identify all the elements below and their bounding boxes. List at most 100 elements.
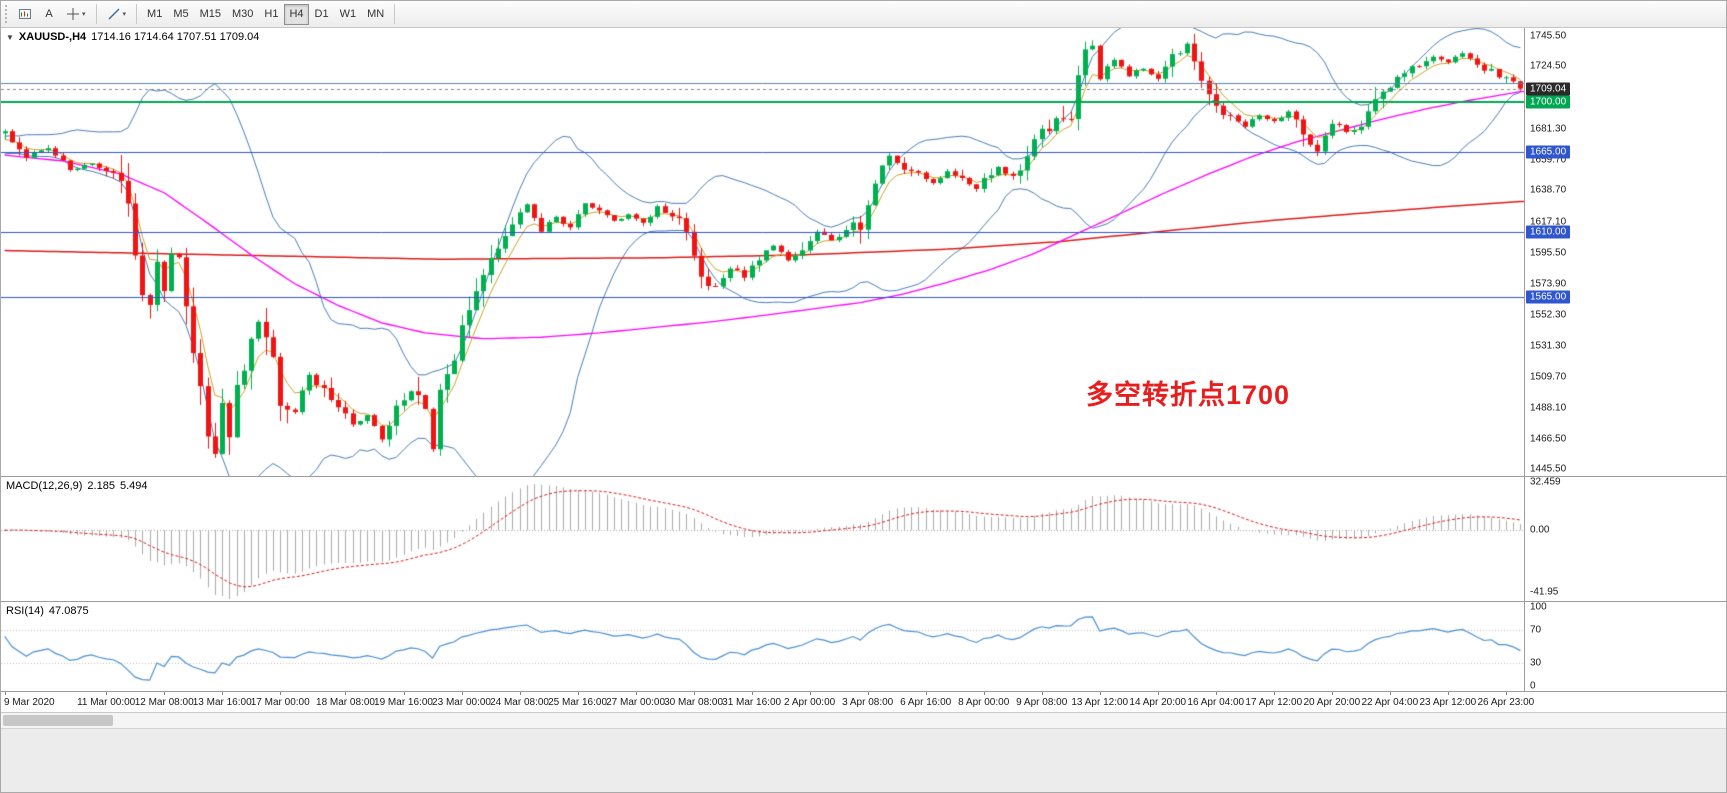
chevron-down-icon: ▾ <box>82 11 86 18</box>
price-axis-tick: 1466.50 <box>1530 433 1567 445</box>
time-axis-label: 22 Apr 04:00 <box>1361 697 1419 708</box>
time-axis-tick <box>868 692 869 695</box>
price-axis-tick: 1573.90 <box>1530 278 1567 290</box>
macd-signal-value: 5.494 <box>119 480 148 492</box>
time-axis-label: 17 Mar 00:00 <box>250 697 310 708</box>
time-axis-tick <box>1216 692 1217 695</box>
time-axis-tick <box>636 692 637 695</box>
time-axis-tick <box>404 692 405 695</box>
toolbar-separator <box>136 4 138 24</box>
horizontal-scrollbar[interactable] <box>1 713 1726 729</box>
timeframe-m1[interactable]: M1 <box>142 4 167 25</box>
timeframe-m30[interactable]: M30 <box>227 4 258 25</box>
time-axis-tick <box>5 692 6 695</box>
time-axis-label: 16 Apr 04:00 <box>1187 697 1245 708</box>
line-studies-button[interactable]: ▾ <box>102 4 132 25</box>
time-axis-label: 6 Apr 16:00 <box>900 697 952 708</box>
time-axis-label: 31 Mar 16:00 <box>722 697 782 708</box>
time-axis-tick <box>1100 692 1101 695</box>
macd-canvas[interactable] <box>1 477 1524 601</box>
price-axis[interactable]: 1745.50 1724.50 1681.30 1659.70 1638.70 1617.… <box>1524 28 1726 476</box>
time-axis-tick <box>810 692 811 695</box>
charts-icon[interactable] <box>13 4 37 25</box>
chart-annotation-text: 多空转折点1700 <box>1086 380 1291 410</box>
macd-indicator-name: MACD(12,26,9) <box>6 480 83 492</box>
time-axis-tick <box>1506 692 1507 695</box>
time-axis-label: 17 Apr 12:00 <box>1245 697 1303 708</box>
toolbar-separator <box>95 4 97 24</box>
macd-main-value: 2.185 <box>87 480 115 492</box>
price-axis-tick: 1445.50 <box>1530 463 1567 475</box>
timeframe-d1[interactable]: D1 <box>310 4 334 25</box>
time-axis-tick <box>106 692 107 695</box>
time-axis-label: 3 Apr 08:00 <box>842 697 894 708</box>
text-tool-button[interactable]: A <box>37 4 61 25</box>
time-axis[interactable]: 9 Mar 2020 11 Mar 00:00 12 Mar 08:00 13 Mar… <box>1 692 1726 713</box>
time-axis-tick <box>1158 692 1159 695</box>
timeframe-group: M1 M5 M15 M30 H1 H4 D1 W1 MN <box>142 3 389 25</box>
main-chart-canvas[interactable] <box>1 28 1524 476</box>
time-axis-label: 9 Mar 2020 <box>4 697 55 708</box>
text-tool-label: A <box>45 8 53 20</box>
trendline-icon <box>107 8 120 20</box>
rsi-axis-tick: 70 <box>1530 624 1542 636</box>
macd-label: MACD(12,26,9) 2.185 5.494 <box>6 480 147 492</box>
time-axis-tick <box>984 692 985 695</box>
symbol-timeframe-label: XAUUSD-,H4 <box>18 31 87 43</box>
rsi-canvas[interactable] <box>1 602 1524 691</box>
macd-panel: MACD(12,26,9) 2.185 5.494 32.459 0.00 -41.… <box>1 477 1726 602</box>
rsi-axis-tick: 30 <box>1530 657 1542 669</box>
chevron-down-icon: ▾ <box>122 11 127 18</box>
crosshair-icon <box>67 8 79 20</box>
rsi-indicator-name: RSI(14) <box>6 605 44 617</box>
time-axis-tick <box>222 692 223 695</box>
time-axis-label: 18 Mar 08:00 <box>316 697 375 708</box>
price-axis-tick: 1659.70 <box>1530 154 1567 166</box>
price-axis-tick: 1552.30 <box>1530 309 1567 321</box>
macd-axis-tick: 0.00 <box>1530 524 1550 536</box>
timeframe-h4[interactable]: H4 <box>284 3 309 25</box>
time-axis-tick <box>520 692 521 695</box>
rsi-axis-tick: 100 <box>1530 601 1547 613</box>
time-axis-label: 14 Apr 20:00 <box>1129 697 1187 708</box>
time-axis-tick <box>578 692 579 695</box>
time-axis-tick <box>752 692 753 695</box>
level-badge-1665: 1665.00 <box>1526 145 1571 159</box>
rsi-axis[interactable]: 100 70 30 0 <box>1524 601 1726 692</box>
timeframe-h1[interactable]: H1 <box>259 4 283 25</box>
timeframe-m5[interactable]: M5 <box>168 4 193 25</box>
time-axis-tick <box>1332 692 1333 695</box>
time-axis-label: 25 Mar 16:00 <box>548 697 608 708</box>
main-chart-panel: ▼ XAUUSD-,H4 1714.16 1714.64 1707.51 170… <box>1 28 1726 477</box>
time-axis-tick <box>164 692 165 695</box>
time-axis-label: 2 Apr 00:00 <box>784 697 836 708</box>
time-axis-label: 11 Mar 00:00 <box>77 697 136 708</box>
time-axis-label: 19 Mar 16:00 <box>374 697 433 708</box>
time-axis-tick <box>345 692 346 695</box>
price-axis-tick: 1745.50 <box>1530 30 1567 42</box>
time-axis-label: 23 Apr 12:00 <box>1419 697 1477 708</box>
level-badge-1565: 1565.00 <box>1526 290 1571 304</box>
time-axis-tick <box>1390 692 1391 695</box>
time-axis-tick <box>1274 692 1275 695</box>
scrollbar-thumb[interactable] <box>3 715 113 726</box>
time-axis-label: 23 Mar 00:00 <box>432 697 491 708</box>
price-axis-tick: 1509.70 <box>1530 371 1567 383</box>
crosshair-icon[interactable]: ▾ <box>61 4 91 25</box>
rsi-axis-tick: 0 <box>1530 680 1536 692</box>
timeframe-w1[interactable]: W1 <box>335 4 362 25</box>
timeframe-m15[interactable]: M15 <box>195 4 226 25</box>
toolbar-separator <box>394 4 396 24</box>
timeframe-mn[interactable]: MN <box>362 4 389 25</box>
price-axis-tick: 1531.30 <box>1530 340 1567 351</box>
time-axis-label: 13 Mar 16:00 <box>192 697 252 708</box>
symbol-dropdown-icon[interactable]: ▼ <box>6 32 14 42</box>
rsi-panel: RSI(14) 47.0875 100 70 30 0 <box>1 601 1726 692</box>
time-axis-label: 24 Mar 08:00 <box>490 697 549 708</box>
time-axis-tick <box>694 692 695 695</box>
time-axis-label: 13 Apr 12:00 <box>1071 697 1129 708</box>
time-axis-label: 8 Apr 00:00 <box>958 697 1010 708</box>
macd-axis[interactable]: 32.459 0.00 -41.95 <box>1524 477 1726 601</box>
time-axis-label: 26 Apr 23:00 <box>1477 697 1535 708</box>
